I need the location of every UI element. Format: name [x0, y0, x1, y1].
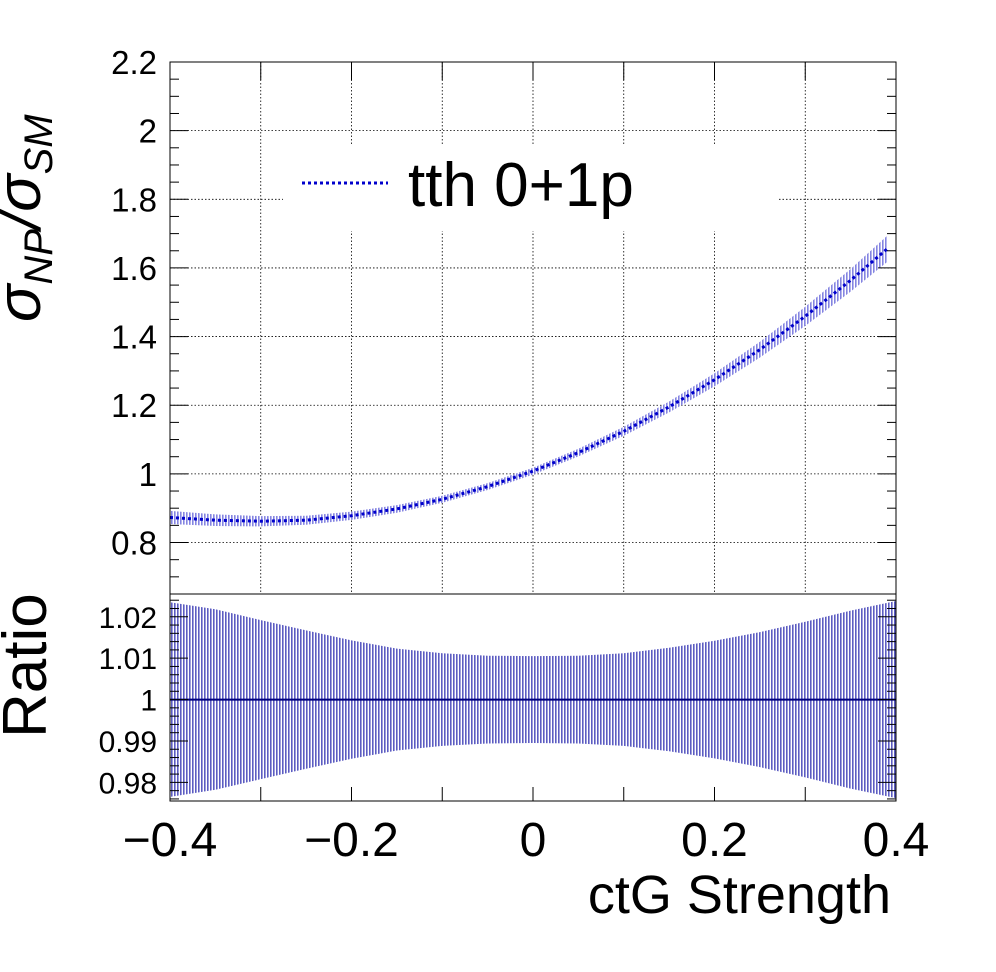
main-y-tick-label: 2 — [139, 113, 157, 150]
x-tick-label: −0.4 — [123, 814, 218, 867]
main-y-tick-label: 1.6 — [111, 250, 157, 287]
ratio-y-axis-label: Ratio — [0, 593, 60, 738]
main-series-line — [170, 247, 888, 523]
ratio-y-tick-label: 1.02 — [99, 602, 157, 635]
legend-label: tth 0+1p — [408, 151, 634, 220]
ylabel-sub-np: NP — [17, 229, 61, 285]
ratio-x-ticks: −0.4 −0.2 0 0.2 0.4 — [123, 787, 930, 867]
main-y-ticks: 0.8 1 1.2 1.4 1.6 1.8 2 2.2 — [111, 44, 896, 595]
x-tick-label: −0.2 — [304, 814, 399, 867]
ratio-y-tick-label: 0.98 — [99, 767, 157, 800]
main-band-area — [170, 236, 887, 527]
x-tick-label: 0 — [520, 814, 547, 867]
ratio-y-tick-label: 0.99 — [99, 726, 157, 759]
main-y-tick-label: 1 — [139, 456, 157, 493]
x-tick-label: 0.4 — [863, 814, 930, 867]
main-y-tick-label: 1.2 — [111, 387, 157, 424]
ratio-y-tick-label: 1 — [140, 685, 157, 718]
main-series-polyline — [170, 247, 888, 523]
x-tick-label: 0.2 — [681, 814, 748, 867]
ratio-y-tick-label: 1.01 — [99, 643, 157, 676]
main-y-tick-label: 1.8 — [111, 181, 157, 218]
ylabel-sep: /σ — [0, 172, 54, 233]
x-axis-label: ctG Strength — [588, 865, 891, 925]
main-y-tick-label: 1.4 — [111, 319, 157, 356]
main-y-tick-label: 2.2 — [111, 44, 157, 81]
ylabel-sigma-np: σ — [0, 282, 54, 322]
main-y-axis-label: σNP/σSM — [0, 114, 61, 322]
ylabel-sub-sm: SM — [17, 114, 61, 175]
main-y-tick-label: 0.8 — [111, 525, 157, 562]
main-panel: 0.8 1 1.2 1.4 1.6 1.8 2 2.2 — [111, 44, 897, 595]
legend: tth 0+1p — [283, 145, 778, 231]
main-x-ticks — [169, 62, 897, 80]
legend-box — [283, 145, 778, 231]
ratio-panel: 0.98 0.99 1 1.01 1.02 −0.4 −0.2 0 0.2 0.4 — [99, 593, 930, 867]
ratio-y-ticks: 0.98 0.99 1 1.01 1.02 — [99, 599, 896, 800]
main-uncertainty-band — [170, 236, 887, 527]
